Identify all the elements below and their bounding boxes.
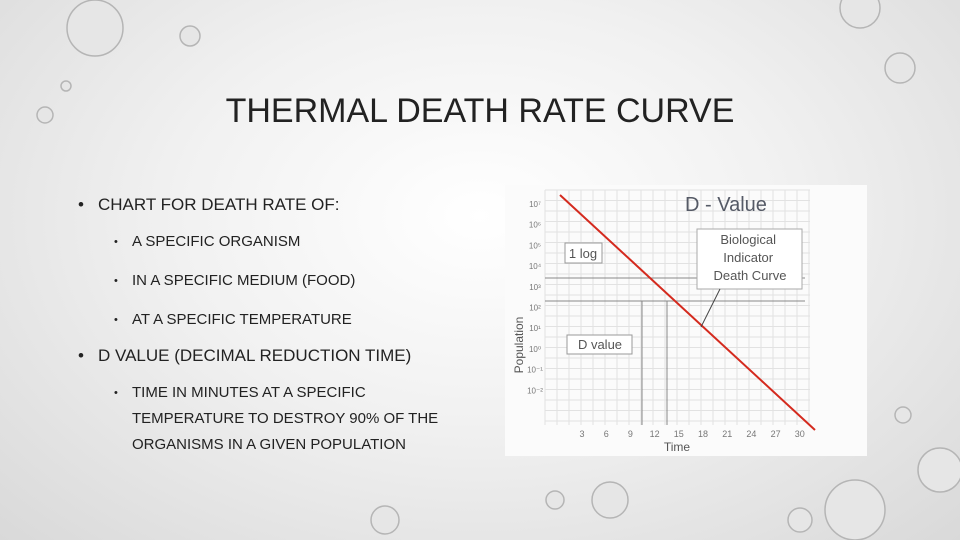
y-tick-label: 10⁶ bbox=[529, 221, 541, 230]
y-tick-label: 10⁰ bbox=[529, 345, 541, 354]
y-tick-label: 10⁴ bbox=[529, 262, 542, 271]
x-tick-label: 6 bbox=[604, 429, 609, 439]
figure-background bbox=[505, 185, 867, 456]
sub-bullet: TIME IN MINUTES AT A SPECIFIC TEMPERATUR… bbox=[114, 380, 462, 458]
bullet: CHART FOR DEATH RATE OF: bbox=[78, 195, 488, 215]
y-tick-label: 10⁻² bbox=[527, 386, 543, 395]
y-tick-label: 10⁵ bbox=[529, 241, 541, 250]
x-tick-label: 18 bbox=[698, 429, 708, 439]
sub-bullet: IN A SPECIFIC MEDIUM (FOOD) bbox=[114, 268, 462, 294]
x-tick-label: 30 bbox=[795, 429, 805, 439]
y-tick-label: 10² bbox=[529, 304, 541, 313]
y-tick-label: 10⁻¹ bbox=[527, 366, 543, 375]
x-tick-label: 27 bbox=[771, 429, 781, 439]
sub-bullet: AT A SPECIFIC TEMPERATURE bbox=[114, 307, 462, 333]
x-tick-label: 24 bbox=[746, 429, 756, 439]
curve-label: Biological Indicator Death Curve bbox=[714, 232, 787, 283]
label-box bbox=[564, 242, 603, 264]
slide-title: THERMAL DEATH RATE CURVE bbox=[225, 92, 735, 130]
bullet: D VALUE (DECIMAL REDUCTION TIME) bbox=[78, 346, 488, 366]
label-box bbox=[566, 334, 633, 355]
label-box bbox=[696, 228, 803, 290]
figure: D - Value Biological Indicator Death Cur… bbox=[505, 185, 867, 456]
pointer bbox=[700, 288, 721, 328]
d-label: D value bbox=[578, 337, 622, 352]
y-tick-label: 10¹ bbox=[529, 324, 541, 333]
death-curve bbox=[559, 194, 816, 431]
x-axis-label: Time bbox=[664, 440, 691, 454]
bullet-list: CHART FOR DEATH RATE OF: A SPECIFIC ORGA… bbox=[78, 195, 488, 471]
x-tick-label: 3 bbox=[579, 429, 584, 439]
x-tick-label: 21 bbox=[722, 429, 732, 439]
y-axis-label: Population bbox=[512, 317, 526, 374]
sub-bullet: A SPECIFIC ORGANISM bbox=[114, 229, 462, 255]
figure-title: D - Value bbox=[685, 194, 767, 216]
y-tick-label: 10⁷ bbox=[529, 200, 541, 209]
y-tick-label: 10³ bbox=[529, 283, 541, 292]
log-label: 1 log bbox=[569, 246, 597, 261]
x-tick-label: 9 bbox=[628, 429, 633, 439]
x-tick-label: 12 bbox=[650, 429, 660, 439]
x-tick-label: 15 bbox=[674, 429, 684, 439]
